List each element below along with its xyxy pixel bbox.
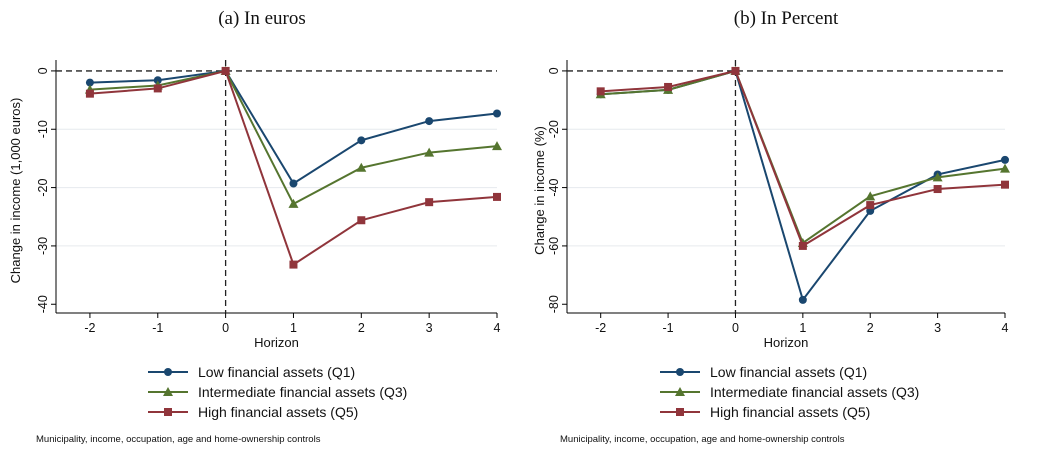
legend-b-label-q5: High financial assets (Q5) bbox=[710, 404, 871, 420]
chart-b-series-0-point bbox=[1001, 155, 1009, 164]
chart-a-ytick-label: -30 bbox=[36, 237, 50, 255]
chart-a-series-2-point bbox=[289, 260, 298, 269]
chart-b-series-2-point bbox=[798, 241, 807, 250]
chart-a-series-2-point bbox=[425, 198, 434, 207]
legend-a-key-q5 bbox=[148, 408, 188, 416]
chart-a-ytick-label: -10 bbox=[36, 120, 50, 138]
legend-a-item-q1: Low financial assets (Q1) bbox=[146, 362, 407, 382]
chart-a-series-1-point bbox=[424, 147, 435, 157]
chart-a-xtick-label: -2 bbox=[84, 321, 95, 335]
chart-b-series-2-point bbox=[731, 66, 740, 75]
legend-a-label-q1: Low financial assets (Q1) bbox=[198, 364, 356, 380]
chart-b-ytick-label: -60 bbox=[547, 237, 561, 255]
chart-a-xtick-label: 1 bbox=[290, 321, 297, 335]
panel-a: (a) In euros 0 -10 -20 -30 -40 -2 -1 0 1 2 3 4 Horiz… bbox=[0, 0, 524, 452]
chart-a-series-2-point bbox=[153, 84, 162, 93]
chart-b-xtick-label: 2 bbox=[867, 321, 874, 335]
chart-a-ytick-label: 0 bbox=[36, 67, 50, 74]
chart-b-series-0-point bbox=[798, 295, 807, 304]
legend-b-key-q1 bbox=[660, 368, 700, 376]
chart-a-series-0-point bbox=[289, 179, 298, 188]
chart-a-series-2-line bbox=[89, 69, 498, 267]
chart-b-series-2-point bbox=[596, 87, 605, 96]
chart-b-series-2-point bbox=[866, 201, 875, 210]
legend-b-key-q3 bbox=[660, 387, 700, 396]
chart-b-y-axis-title: Change in income (%) bbox=[532, 126, 547, 255]
chart-a-ytick-label: -40 bbox=[36, 295, 50, 313]
chart-b-series-1-point bbox=[865, 191, 876, 201]
chart-b-xtick-label: 4 bbox=[1002, 321, 1009, 335]
chart-b-series-2-point bbox=[1001, 180, 1009, 189]
chart-a-y-axis-title: Change in income (1,000 euros) bbox=[8, 98, 23, 284]
chart-a-series-0-point bbox=[153, 76, 162, 85]
chart-b-x-axis-title: Horizon bbox=[764, 335, 809, 350]
chart-b-xtick-label: 3 bbox=[934, 321, 941, 335]
note-b: Municipality, income, occupation, age an… bbox=[560, 434, 845, 445]
chart-a-x-axis-title: Horizon bbox=[254, 335, 299, 350]
legend-b-label-q3: Intermediate financial assets (Q3) bbox=[710, 384, 920, 400]
chart-b-series-2-point bbox=[664, 82, 673, 91]
legend-b-item-q1: Low financial assets (Q1) bbox=[658, 362, 919, 382]
chart-b-xtick-label: 1 bbox=[799, 321, 806, 335]
legend-b-item-q3: Intermediate financial assets (Q3) bbox=[658, 382, 919, 402]
chart-b-ytick-label: -40 bbox=[547, 179, 561, 197]
chart-b-series-2-line bbox=[600, 69, 1006, 248]
chart-a-series-1-point bbox=[288, 198, 299, 208]
chart-b-ytick-label: -80 bbox=[547, 295, 561, 313]
chart-a-xtick-label: 0 bbox=[222, 321, 229, 335]
chart-a-series-2-point bbox=[357, 216, 366, 225]
legend-a-label-q3: Intermediate financial assets (Q3) bbox=[198, 384, 408, 400]
legend-b-key-q5 bbox=[660, 408, 700, 416]
chart-a-series-1-point bbox=[492, 141, 502, 151]
panel-b: (b) In Percent 0 -20 -40 -60 -80 -2 -1 0 1 2 3 4 Hor… bbox=[524, 0, 1048, 452]
chart-b-series-2-point bbox=[933, 185, 942, 194]
note-a: Municipality, income, occupation, age an… bbox=[36, 434, 321, 445]
chart-a-xtick-label: 3 bbox=[426, 321, 433, 335]
chart-b-series-1-point bbox=[932, 172, 943, 182]
chart-a-series-2-point bbox=[85, 89, 94, 98]
legend-a-key-q3 bbox=[148, 387, 188, 396]
chart-b-xtick-label: 0 bbox=[732, 321, 739, 335]
chart-a-xtick-label: 4 bbox=[494, 321, 501, 335]
legend-a-item-q3: Intermediate financial assets (Q3) bbox=[146, 382, 407, 402]
legend-b-item-q5: High financial assets (Q5) bbox=[658, 402, 919, 422]
chart-b-xtick-label: -2 bbox=[595, 321, 606, 335]
chart-b-series-0-line bbox=[600, 69, 1006, 303]
legend-a-key-q1 bbox=[148, 368, 188, 376]
legend-b: Low financial assets (Q1) Intermediate f… bbox=[658, 362, 919, 422]
legend-a-label-q5: High financial assets (Q5) bbox=[198, 404, 359, 420]
chart-b-ytick-label: 0 bbox=[547, 67, 561, 74]
legend-a: Low financial assets (Q1) Intermediate f… bbox=[146, 362, 407, 422]
legend-b-label-q1: Low financial assets (Q1) bbox=[710, 364, 868, 380]
chart-a-xtick-label: -1 bbox=[152, 321, 163, 335]
chart-a-series-2-point bbox=[221, 66, 230, 75]
chart-a-series-0-point bbox=[357, 136, 366, 145]
chart-b-ytick-label: -20 bbox=[547, 120, 561, 138]
chart-a-xtick-label: 2 bbox=[358, 321, 365, 335]
legend-a-item-q5: High financial assets (Q5) bbox=[146, 402, 407, 422]
chart-b-series-1-point bbox=[1000, 163, 1010, 173]
chart-a-ytick-label: -20 bbox=[36, 179, 50, 197]
chart-a-series-0-point bbox=[85, 78, 94, 87]
chart-b-svg: 0 -20 -40 -60 -80 -2 -1 0 1 2 3 4 Horizon Change in i… bbox=[532, 60, 1010, 350]
chart-b-series-1-line bbox=[600, 69, 1006, 245]
chart-a-series-1-point bbox=[356, 162, 367, 172]
chart-a-series-2-point bbox=[493, 192, 501, 201]
panel-b-title: (b) In Percent bbox=[733, 8, 839, 29]
chart-a-series-0-point bbox=[493, 109, 501, 118]
panel-a-title: (a) In euros bbox=[218, 8, 306, 29]
chart-a-series-0-point bbox=[425, 117, 434, 126]
chart-a-series-0-line bbox=[89, 69, 498, 185]
chart-b-xtick-label: -1 bbox=[663, 321, 674, 335]
